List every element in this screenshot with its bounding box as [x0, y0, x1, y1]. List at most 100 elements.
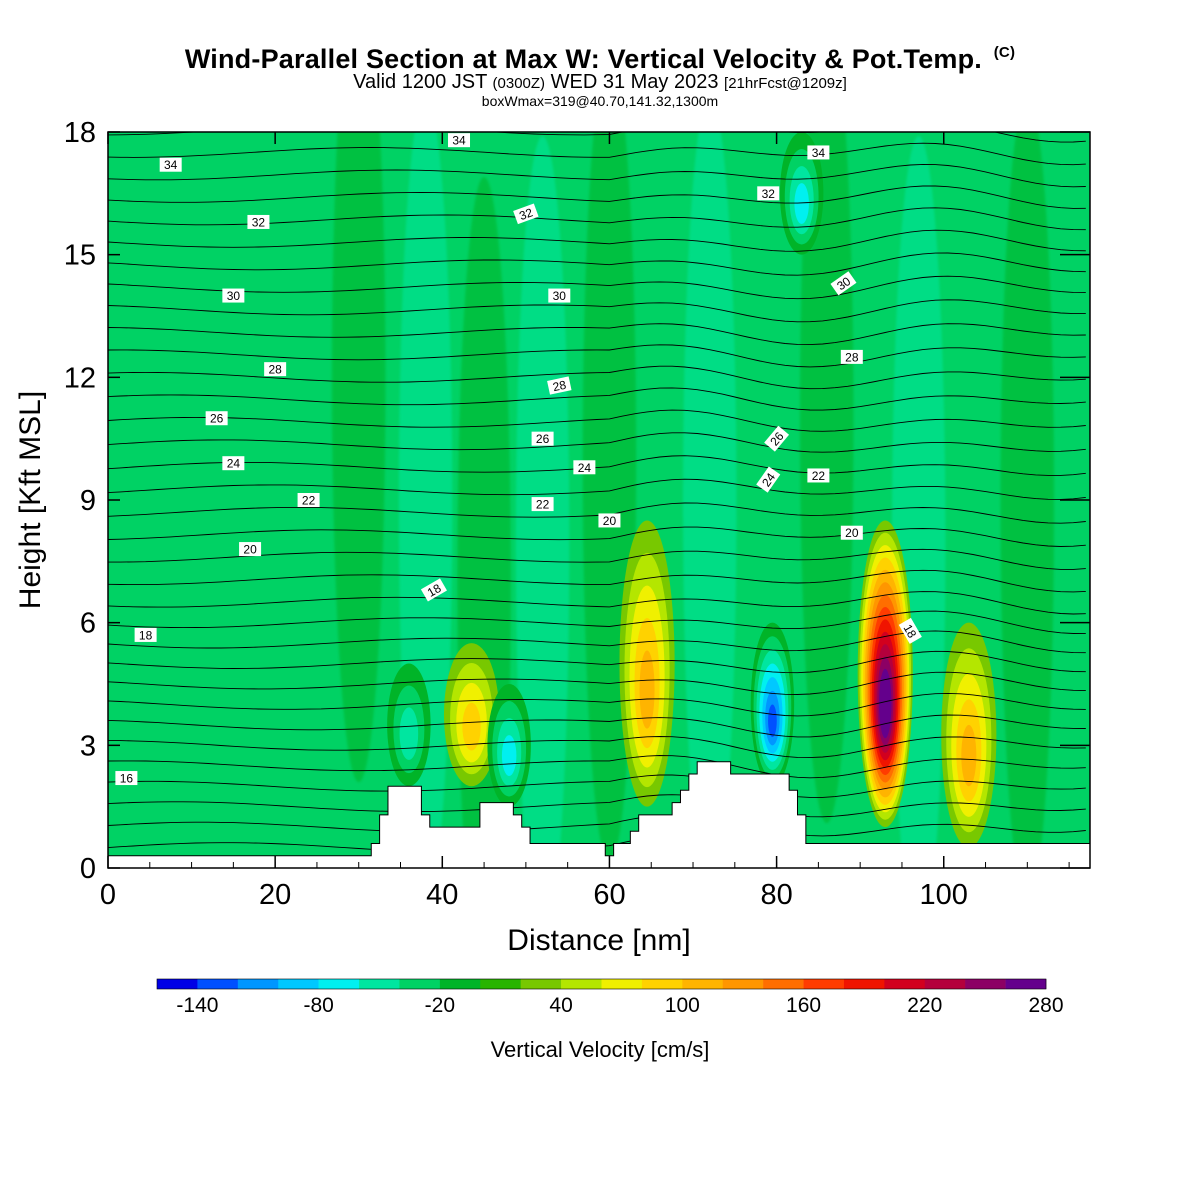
theta-label-28: 28 — [547, 376, 572, 395]
theta-line — [108, 502, 1086, 524]
terrain-profile — [108, 761, 1090, 868]
theta-label-text: 28 — [551, 378, 567, 395]
x-tick-label: 80 — [760, 879, 792, 911]
w-stripe — [331, 132, 386, 783]
theta-label-20: 20 — [239, 542, 262, 557]
y-axis-label: Height [Kft MSL] — [14, 391, 47, 609]
theta-label-32: 32 — [247, 214, 270, 229]
theta-line — [108, 692, 1086, 717]
colorbar-swatch — [641, 979, 683, 989]
updraft-contour-100 — [961, 724, 977, 787]
theta-line — [108, 142, 1086, 166]
theta-label-text: 34 — [452, 134, 466, 148]
colorbar-swatch — [722, 979, 764, 989]
colorbar-label: -20 — [425, 994, 455, 1017]
y-tick-label: 3 — [80, 730, 96, 762]
x-axis-label: Distance [nm] — [507, 924, 690, 957]
valid-time: Valid 1200 JST (0300Z) WED 31 May 2023 [… — [0, 71, 1200, 94]
theta-label-text: 30 — [227, 289, 241, 303]
theta-label-text: 22 — [812, 469, 826, 483]
theta-line — [108, 275, 1086, 300]
colorbar-label: -140 — [176, 994, 218, 1017]
theta-label-22: 22 — [807, 468, 830, 483]
theta-line — [108, 714, 1086, 738]
valid-z: (0300Z) — [492, 75, 546, 92]
x-tick-label: 0 — [100, 879, 116, 911]
x-tick-label: 20 — [259, 879, 291, 911]
colorbar-label: -80 — [303, 994, 333, 1017]
theta-label-text: 28 — [845, 350, 859, 364]
y-tick-label: 18 — [64, 117, 96, 149]
downdraft-contour--80 — [501, 735, 517, 776]
colorbar-swatch — [480, 979, 521, 989]
x-tick-label: 60 — [593, 879, 625, 911]
theta-label-34: 34 — [807, 145, 830, 160]
theta-line — [108, 526, 1086, 547]
chart-title: Wind-Parallel Section at Max W: Vertical… — [0, 44, 1200, 75]
w-stripe — [515, 136, 570, 868]
theta-label-text: 22 — [536, 498, 550, 512]
colorbar-swatch — [965, 979, 1006, 989]
colorbar: -140 -80 -20 40 100 160 220 280 — [156, 978, 1064, 1017]
theta-label-text: 20 — [603, 514, 617, 528]
colorbar-swatch — [359, 979, 400, 989]
theta-line — [108, 299, 1086, 323]
colorbar-swatch — [237, 979, 279, 989]
theta-label-text: 24 — [227, 457, 241, 471]
theta-line — [108, 132, 1086, 143]
theta-line — [108, 455, 1086, 476]
title-unit: (C) — [993, 44, 1016, 61]
theta-line — [108, 569, 1086, 593]
colorbar-title: Vertical Velocity [cm/s] — [491, 1037, 710, 1062]
colorbar-swatch — [682, 979, 724, 989]
theta-label-34: 34 — [159, 157, 182, 172]
theta-label-text: 18 — [425, 581, 444, 600]
theta-line — [108, 671, 1086, 695]
colorbar-label: 100 — [665, 994, 700, 1017]
theta-line — [108, 207, 1086, 231]
theta-label-text: 28 — [268, 363, 282, 377]
theta-line — [108, 163, 1086, 188]
theta-label-34: 34 — [448, 133, 471, 148]
theta-line — [108, 736, 1086, 759]
downdraft-contour--140 — [768, 704, 777, 738]
downdraft-contour--60 — [399, 707, 419, 760]
theta-label-26: 26 — [531, 431, 554, 446]
colorbar-swatch — [924, 979, 966, 989]
colorbar-label: 220 — [907, 994, 942, 1017]
theta-line — [108, 185, 1086, 209]
theta-line — [108, 387, 1086, 411]
theta-line — [108, 409, 1086, 432]
colorbar-swatch — [763, 979, 804, 989]
colorbar-swatch — [520, 979, 562, 989]
theta-label-22: 22 — [531, 497, 554, 512]
y-tick-label: 9 — [80, 485, 96, 517]
title-text: Wind-Parallel Section at Max W: Vertical… — [184, 44, 983, 74]
colorbar-label: 280 — [1028, 994, 1063, 1017]
theta-label-text: 16 — [120, 772, 134, 786]
theta-label-text: 34 — [164, 158, 178, 172]
theta-line — [108, 794, 1086, 818]
colorbar-swatch — [1005, 979, 1047, 989]
updraft-contour-80 — [462, 702, 481, 751]
colorbar-swatch — [197, 979, 239, 989]
theta-label-20: 20 — [840, 525, 863, 540]
colorbar-swatch — [561, 979, 602, 989]
forecast-info: [21hrFcst@1209z] — [724, 75, 847, 92]
colorbar-swatch — [843, 979, 885, 989]
theta-label-30: 30 — [222, 288, 245, 303]
theta-line — [108, 774, 1086, 798]
theta-label-text: 20 — [243, 543, 257, 557]
colorbar-swatch — [157, 979, 198, 989]
theta-line — [108, 814, 1086, 837]
theta-label-24: 24 — [756, 466, 781, 493]
y-tick-label: 6 — [80, 608, 96, 640]
theta-label-30: 30 — [830, 271, 857, 296]
colorbar-swatch — [318, 979, 360, 989]
theta-label-text: 18 — [900, 622, 919, 641]
theta-label-32: 32 — [757, 186, 780, 201]
x-tick-label: 100 — [920, 879, 968, 911]
theta-label-text: 30 — [553, 289, 567, 303]
theta-line — [108, 252, 1086, 276]
vertical-velocity-field — [331, 132, 1055, 868]
